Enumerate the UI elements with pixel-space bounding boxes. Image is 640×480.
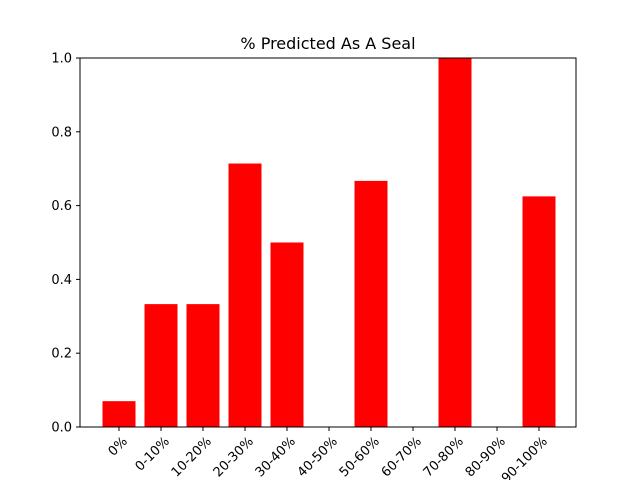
bar xyxy=(102,401,136,427)
y-axis: 0.0 0.2 0.4 0.6 0.8 1.0 xyxy=(51,52,80,436)
bar xyxy=(144,304,178,427)
y-tick-label: 0.6 xyxy=(51,199,72,214)
chart-title: % Predicted As A Seal xyxy=(240,34,415,53)
y-tick-label: 1.0 xyxy=(51,52,72,67)
plot-frame xyxy=(79,57,577,428)
bar xyxy=(270,242,304,427)
y-tick-label: 0.4 xyxy=(51,273,72,288)
bar xyxy=(522,196,556,428)
bars-group xyxy=(102,58,556,428)
y-tick-label: 0.2 xyxy=(51,347,72,362)
bar xyxy=(354,180,388,427)
bar xyxy=(186,304,220,427)
y-tick-label: 0.0 xyxy=(51,421,72,436)
bar xyxy=(438,58,472,427)
bar xyxy=(228,163,262,427)
y-tick-label: 0.8 xyxy=(51,125,72,140)
